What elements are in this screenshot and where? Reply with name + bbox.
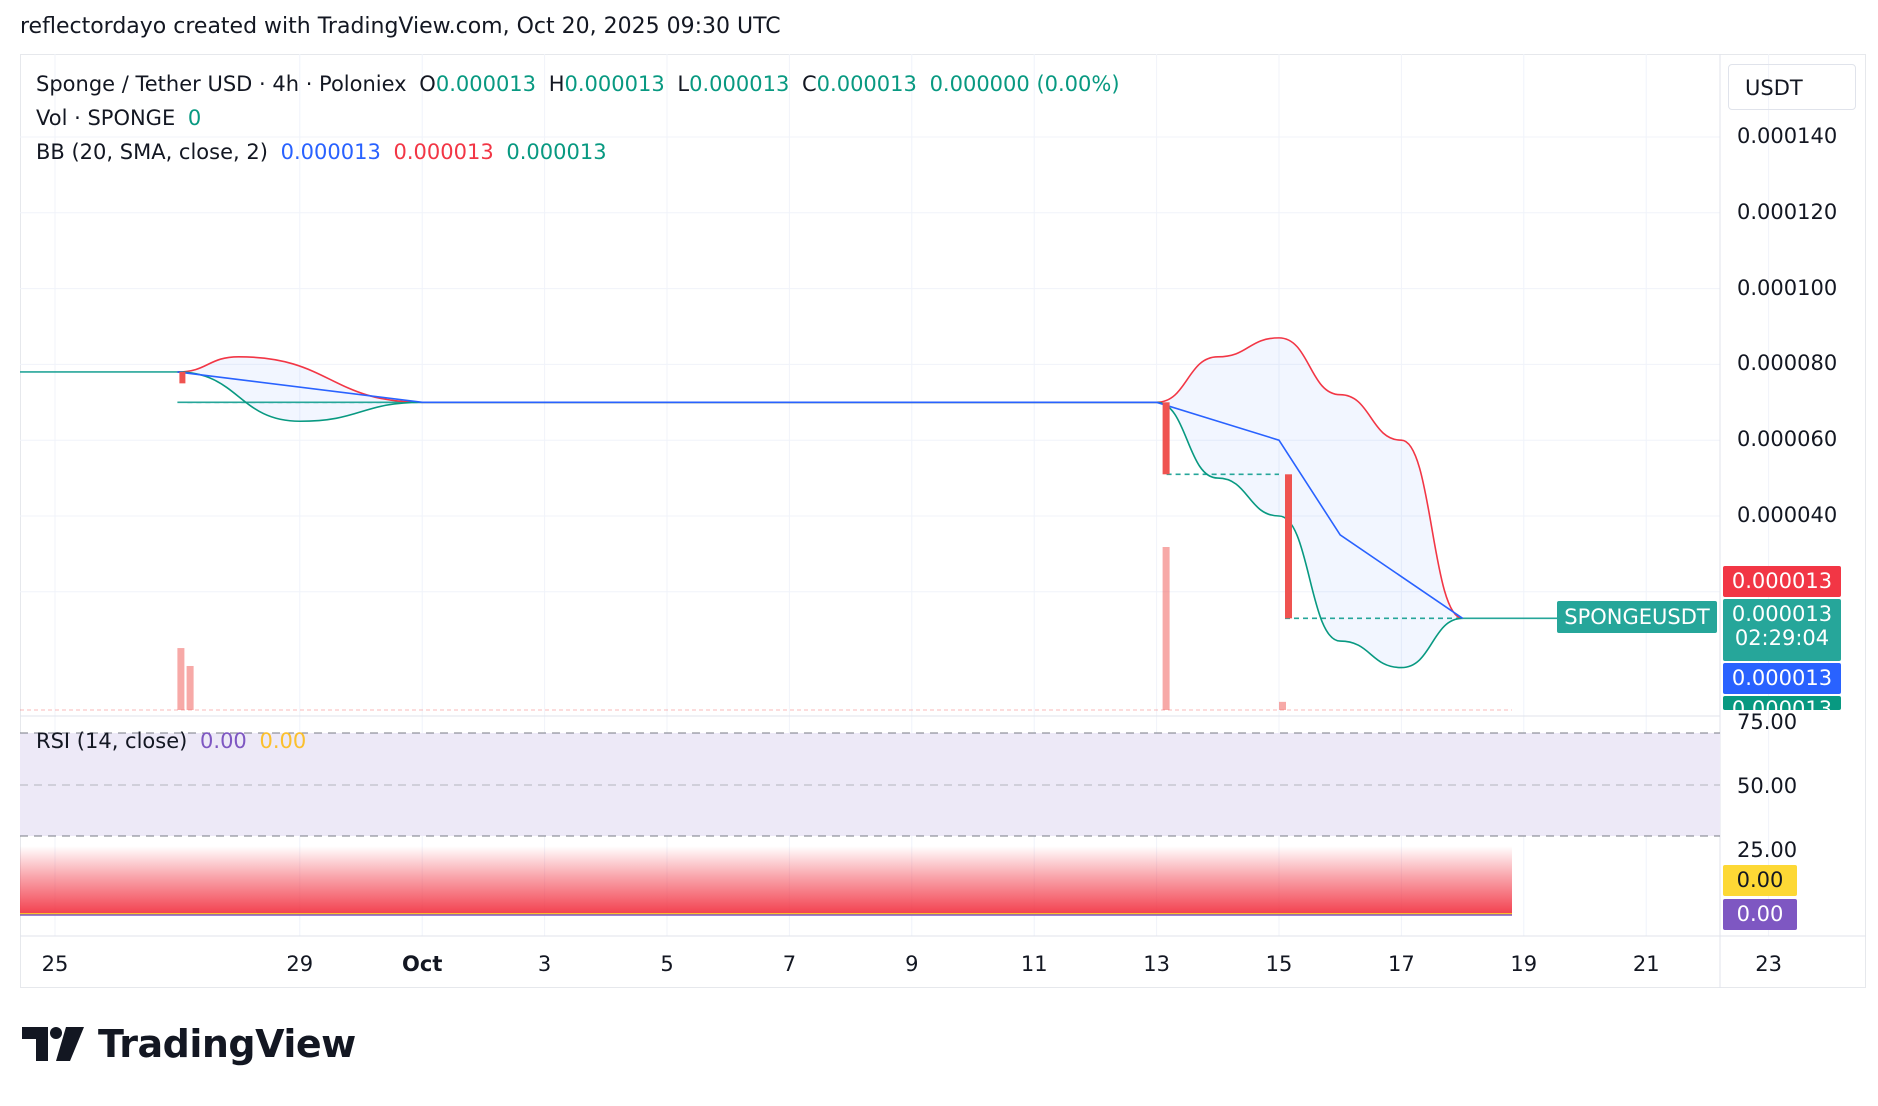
price-tick: 0.000080	[1737, 351, 1838, 375]
rsi-label: RSI (14, close)	[36, 729, 188, 753]
time-tick: 23	[1755, 952, 1782, 976]
volume-legend[interactable]: Vol · SPONGE 0	[36, 106, 207, 130]
volume-bar	[177, 648, 185, 710]
tradingview-wordmark: TradingView	[98, 1022, 356, 1066]
time-tick: 3	[538, 952, 551, 976]
time-tick: 5	[660, 952, 673, 976]
bb-upper-line	[177, 337, 1463, 620]
candle-body	[1285, 474, 1292, 619]
tradingview-logo[interactable]: TradingView	[22, 1022, 356, 1066]
rsi-tag: 0.00	[1723, 899, 1797, 930]
bb-legend[interactable]: BB (20, SMA, close, 2) 0.000013 0.000013…	[36, 140, 613, 164]
chart-frame	[20, 54, 1866, 988]
change-value: 0.000000 (0.00%)	[929, 72, 1120, 96]
time-tick: 19	[1510, 952, 1537, 976]
time-tick: Oct	[402, 952, 442, 976]
low-value: 0.000013	[689, 72, 790, 96]
rsi-tick: 25.00	[1737, 838, 1798, 862]
candle-body	[179, 371, 186, 384]
time-tick: 29	[286, 952, 313, 976]
bar-countdown: 02:29:04	[1734, 626, 1830, 650]
low-label: L	[677, 72, 690, 96]
open-label: O	[419, 72, 436, 96]
time-tick: 25	[42, 952, 69, 976]
bb-fill-lobe-2	[1156, 337, 1463, 668]
volume-value: 0	[187, 106, 202, 130]
price-tick: 0.000140	[1737, 124, 1838, 148]
rsi-oversold-fill	[20, 846, 1512, 914]
rsi-legend[interactable]: RSI (14, close) 0.00 0.00	[36, 729, 312, 753]
rsi-ma-value: 0.00	[259, 729, 307, 753]
bb-lower-line	[177, 371, 1463, 669]
time-tick: 15	[1266, 952, 1293, 976]
bb-basis-tag: 0.000013	[1723, 663, 1841, 694]
candle-body	[1162, 402, 1170, 475]
bb-basis-line	[177, 371, 1464, 619]
bb-basis-value: 0.000013	[280, 140, 381, 164]
price-tick: 0.000040	[1737, 503, 1838, 527]
price-tick: 0.000060	[1737, 427, 1838, 451]
high-label: H	[548, 72, 565, 96]
time-tick: 11	[1021, 952, 1048, 976]
volume-label: Vol · SPONGE	[36, 106, 176, 130]
axis-ticks: 25 29 Oct 3 5 7 9 11 13 15 17 19 21 23	[42, 952, 1782, 976]
last-price-value: 0.000013	[1731, 602, 1833, 626]
bb-upper-tag: 0.000013	[1723, 566, 1841, 597]
bb-fill-lobe-1	[177, 356, 423, 422]
rsi-ma-tag: 0.00	[1723, 865, 1797, 896]
high-value: 0.000013	[564, 72, 665, 96]
rsi-tick: 75.00	[1737, 710, 1798, 734]
volume-bar	[186, 665, 194, 710]
price-tick: 0.000120	[1737, 200, 1838, 224]
rsi-value: 0.00	[200, 729, 247, 753]
rsi-tick: 50.00	[1737, 774, 1798, 798]
bb-upper-value: 0.000013	[393, 140, 494, 164]
symbol-label[interactable]: Sponge / Tether USD · 4h · Poloniex	[36, 72, 407, 96]
tradingview-logo-icon	[22, 1027, 84, 1061]
chart-author-header: reflectordayo created with TradingView.c…	[20, 14, 781, 39]
last-price-tag: 0.000013 02:29:04	[1723, 599, 1841, 661]
time-tick: 7	[783, 952, 796, 976]
time-tick: 17	[1388, 952, 1415, 976]
time-tick: 21	[1633, 952, 1660, 976]
close-value: 0.000013	[816, 72, 917, 96]
volume-bar	[1279, 701, 1286, 710]
bb-lower-tag: 0.000013	[1723, 696, 1841, 710]
bb-label: BB (20, SMA, close, 2)	[36, 140, 268, 164]
price-tick: 0.000100	[1737, 276, 1838, 300]
time-tick: 13	[1143, 952, 1170, 976]
open-value: 0.000013	[435, 72, 537, 96]
volume-bar	[1162, 547, 1170, 710]
bb-lower-value: 0.000013	[506, 140, 607, 164]
symbol-price-label: SPONGEUSDT	[1557, 601, 1717, 633]
time-tick: 9	[905, 952, 918, 976]
currency-unit-button[interactable]: USDT	[1728, 64, 1856, 110]
price-plot	[20, 337, 1610, 711]
grid-lines	[20, 54, 1770, 936]
close-label: C	[802, 72, 817, 96]
main-legend: Sponge / Tether USD · 4h · Poloniex O0.0…	[36, 72, 1126, 96]
